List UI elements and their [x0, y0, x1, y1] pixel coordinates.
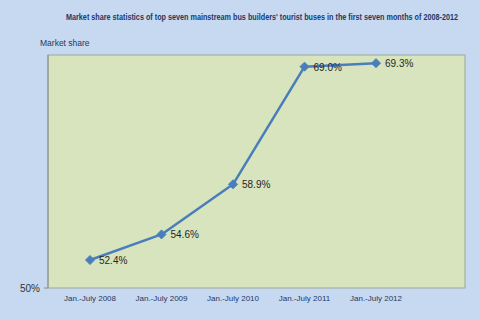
marker [300, 62, 309, 71]
x-tick-label: Jan.-July 2010 [207, 294, 260, 303]
y-axis-label: Market share [40, 38, 90, 48]
series-group [86, 59, 381, 265]
y-axis-line [48, 55, 49, 288]
data-label: 58.9% [242, 179, 270, 190]
series-line [90, 63, 376, 260]
x-tick-label: Jan.-July 2011 [279, 294, 331, 303]
plot-area [48, 55, 465, 288]
x-tick-label: Jan.-July 2012 [350, 294, 403, 303]
marker [157, 230, 166, 239]
data-label: 52.4% [99, 255, 127, 266]
y-tick-label: 50% [20, 283, 40, 294]
y-tick [44, 288, 48, 289]
data-label: 69.0% [314, 62, 342, 73]
x-tick-label: Jan.-July 2008 [64, 294, 117, 303]
marker [372, 59, 381, 68]
marker [86, 256, 95, 265]
x-tick-label: Jan.-July 2009 [135, 294, 188, 303]
marker [229, 180, 238, 189]
chart-root: Market share statistics of top seven mai… [0, 0, 480, 320]
title: Market share statistics of top seven mai… [66, 12, 458, 22]
data-label: 54.6% [171, 229, 199, 240]
data-label: 69.3% [385, 58, 413, 69]
